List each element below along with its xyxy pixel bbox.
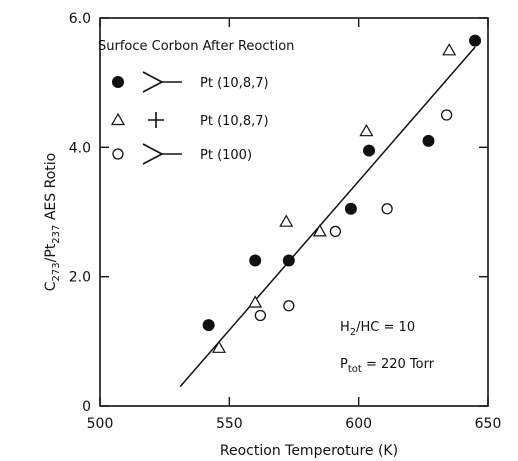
series-3-point-1	[254, 309, 267, 322]
series-2-point-5	[359, 123, 374, 137]
y-tick-label-3: 6.0	[69, 11, 91, 27]
annotation-h2-hc-sub: 2	[350, 327, 356, 338]
annotation-h2-hc: H2/HC = 10	[340, 320, 415, 338]
annotation-ptot-sub: tot	[348, 364, 362, 375]
x-tick-label-650: 650	[475, 416, 502, 432]
legend-marker-1	[112, 76, 124, 88]
data-points	[202, 34, 482, 353]
series-2-point-3	[279, 214, 294, 227]
legend-symbol-1	[142, 71, 182, 93]
y-axis-title-sub1: 273	[51, 262, 62, 281]
series-1-point-4	[344, 202, 357, 215]
annotation-ptot-tail: = 220 Torr	[362, 357, 435, 372]
series-1-point-7	[469, 34, 482, 47]
x-tick-label-500: 500	[87, 416, 114, 432]
legend-marker-2	[110, 112, 126, 126]
legend-marker-3	[112, 148, 124, 160]
fit-line	[179, 46, 476, 388]
series-1-point-2	[249, 254, 262, 267]
series-2-point-6	[442, 43, 457, 56]
series-2-point-1	[211, 340, 227, 353]
series-3-point-2	[283, 300, 295, 312]
series-2-point-2	[248, 295, 263, 308]
y-tick-label-0: 0	[82, 399, 91, 415]
x-tick-label-600: 600	[345, 416, 372, 432]
y-tick-label-1: 2.0	[69, 270, 91, 286]
y-axis-title-base: C	[43, 281, 59, 291]
fit-line-group	[179, 46, 476, 388]
y-axis-title-mid: /Pt	[43, 243, 59, 262]
legend: Pt (10,8,7) Pt (10,8,7) Pt (100)	[110, 71, 269, 165]
series-3-point-5	[440, 109, 453, 121]
y-axis-title: C273/Pt237 AES Rotio	[43, 153, 62, 291]
series-3-point-4	[381, 203, 393, 215]
series-1-point-1	[202, 319, 215, 332]
series-1-point-6	[422, 134, 435, 147]
annotation-h2-hc-tail: /HC = 10	[356, 320, 415, 335]
series-1-point-3	[282, 254, 295, 267]
x-axis-title: Reoction Temperoture (K)	[220, 443, 398, 459]
annotation-ptot: Ptot = 220 Torr	[340, 357, 435, 375]
y-tick-label-2: 4.0	[69, 140, 91, 156]
annotation-ptot-base: P	[340, 357, 348, 372]
legend-symbol-3	[142, 143, 182, 165]
chart-title: Surfoce Corbon After Reoction	[98, 39, 294, 54]
series-1-point-5	[363, 144, 376, 157]
annotation-h2-hc-base: H	[340, 320, 350, 335]
legend-label-3: Pt (100)	[200, 148, 252, 163]
axis-ticks: 500 550 600 650 0 2.0 4.0 6.0	[69, 11, 502, 432]
plot-frame-group	[99, 17, 489, 407]
series-3-point-3	[329, 225, 342, 238]
series-2-point-4	[312, 224, 327, 237]
legend-label-1: Pt (10,8,7)	[200, 76, 269, 91]
plot-frame	[99, 17, 489, 407]
legend-label-2: Pt (10,8,7)	[200, 114, 269, 129]
x-tick-label-550: 550	[216, 416, 243, 432]
y-axis-title-tail: AES Rotio	[43, 153, 59, 225]
y-axis-title-sub2: 237	[51, 225, 62, 244]
legend-symbol-2	[148, 112, 164, 128]
